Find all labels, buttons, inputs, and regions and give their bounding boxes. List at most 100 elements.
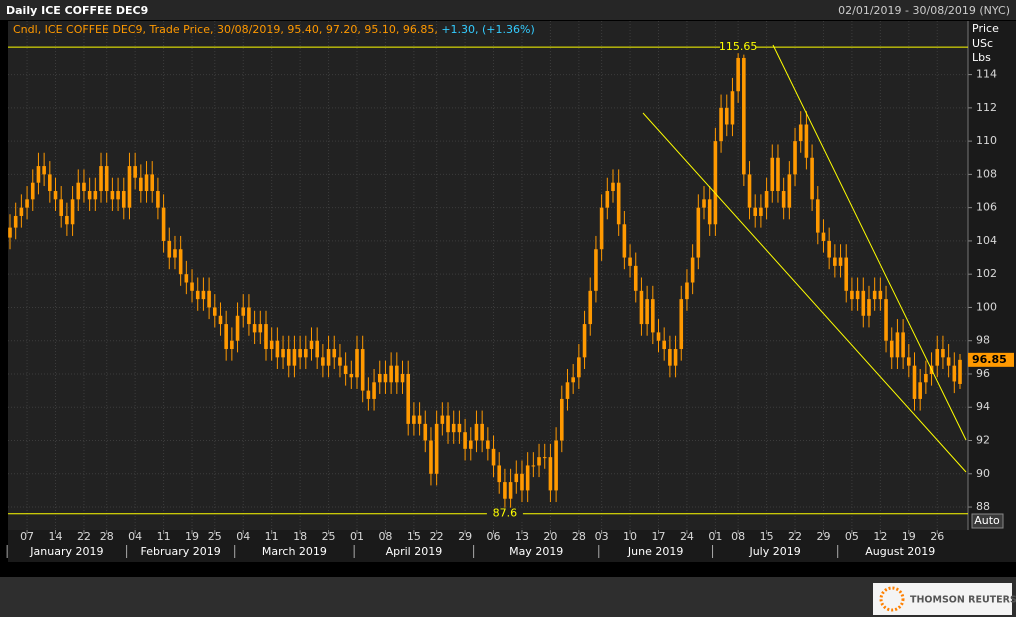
- candle-body: [639, 290, 644, 325]
- candle-body: [412, 415, 416, 424]
- candle-body: [861, 290, 866, 316]
- candle-body: [281, 349, 285, 358]
- candle-body: [497, 465, 502, 483]
- candle-body: [70, 199, 75, 225]
- candle-body: [577, 357, 581, 378]
- x-tick-label: 08: [378, 530, 392, 543]
- candle-body: [429, 440, 433, 474]
- level-label-bg: [486, 507, 523, 520]
- last-price-label: 96.85: [972, 353, 1007, 366]
- candle-body: [599, 207, 604, 250]
- candle-body: [662, 340, 666, 350]
- candle-body: [457, 423, 462, 433]
- y-axis-title: USc: [972, 37, 993, 50]
- candle-body: [941, 349, 945, 358]
- month-label: May 2019: [509, 545, 563, 558]
- candle-body: [503, 482, 507, 499]
- y-tick-label: 112: [976, 101, 997, 114]
- candle-body: [747, 174, 752, 208]
- candle-body: [190, 282, 194, 291]
- candle-body: [912, 365, 917, 399]
- candle-body: [417, 415, 422, 424]
- candle-body: [571, 377, 575, 383]
- candle-body: [559, 398, 564, 441]
- auto-button-label[interactable]: Auto: [974, 514, 1000, 527]
- x-tick-label: 26: [930, 530, 944, 543]
- date-range: 02/01/2019 - 30/08/2019 (NYC): [838, 4, 1010, 17]
- candle-body: [696, 207, 701, 258]
- candle-body: [588, 290, 593, 325]
- legend-change: +1.30, (+1.36%): [441, 23, 534, 36]
- candle-body: [867, 299, 871, 316]
- y-tick-label: 106: [976, 201, 997, 214]
- candle-body: [212, 307, 217, 316]
- candle-body: [554, 440, 558, 491]
- trend-line: [772, 44, 967, 441]
- candle-body: [730, 91, 735, 125]
- candle-body: [338, 357, 342, 366]
- x-tick-label: 06: [487, 530, 501, 543]
- candle-body: [895, 332, 900, 358]
- candle-body: [787, 174, 792, 208]
- candle-body: [252, 324, 257, 333]
- y-tick-label: 98: [976, 334, 990, 347]
- last-price-box: [968, 352, 1014, 367]
- candle-body: [184, 274, 189, 283]
- candle-body: [525, 465, 530, 491]
- candle-body: [224, 324, 228, 350]
- candle-body: [656, 332, 661, 341]
- candle-body: [173, 249, 177, 258]
- level-label: 87.6: [493, 507, 518, 520]
- candle-body: [218, 315, 223, 325]
- candle-body: [207, 290, 211, 308]
- candle-body: [247, 307, 251, 325]
- candle-body: [377, 373, 382, 383]
- y-axis-area: [968, 21, 1016, 530]
- candle-body: [42, 166, 46, 175]
- x-tick-label: 18: [293, 530, 307, 543]
- candle-body: [713, 141, 718, 225]
- candle-body: [474, 423, 479, 441]
- candle-body: [798, 124, 803, 142]
- x-tick-label: 29: [458, 530, 472, 543]
- month-label: March 2019: [262, 545, 327, 558]
- candle-body: [275, 340, 280, 358]
- chart-title: Daily ICE COFFEE DEC9: [6, 4, 148, 17]
- candle-body: [565, 382, 570, 399]
- candle-body: [127, 166, 132, 208]
- candle-body: [855, 290, 860, 300]
- x-tick-label: 01: [708, 530, 722, 543]
- candle-body: [201, 290, 206, 300]
- candle-body: [542, 457, 547, 459]
- candle-body: [59, 199, 63, 216]
- candle-body: [36, 166, 41, 183]
- candle-body: [582, 324, 587, 358]
- candle-body: [804, 124, 809, 158]
- y-tick-label: 88: [976, 500, 990, 513]
- candle-body: [531, 465, 536, 467]
- auto-button[interactable]: [971, 513, 1004, 529]
- x-tick-label: 19: [185, 530, 199, 543]
- candle-body: [65, 215, 69, 225]
- candle-body: [764, 191, 769, 208]
- candle-body: [884, 299, 888, 341]
- candle-body: [446, 415, 450, 433]
- x-tick-label: 15: [760, 530, 774, 543]
- y-tick-label: 102: [976, 267, 997, 280]
- candle-body: [491, 448, 496, 466]
- x-tick-label: 01: [350, 530, 364, 543]
- candle-body: [622, 224, 627, 258]
- candle-body: [298, 349, 302, 358]
- candle-body: [645, 299, 649, 325]
- x-tick-label: 22: [430, 530, 444, 543]
- candle-body: [25, 199, 29, 208]
- legend-label: Cndl, ICE COFFEE DEC9, Trade Price, 30/0…: [13, 23, 438, 36]
- x-tick-label: 19: [902, 530, 916, 543]
- candle-body: [48, 174, 52, 192]
- header-bar: [0, 0, 1016, 20]
- x-tick-label: 10: [623, 530, 637, 543]
- candle-body: [463, 432, 467, 449]
- x-tick-label: 22: [788, 530, 802, 543]
- candle-body: [87, 191, 92, 200]
- x-tick-label: 08: [731, 530, 745, 543]
